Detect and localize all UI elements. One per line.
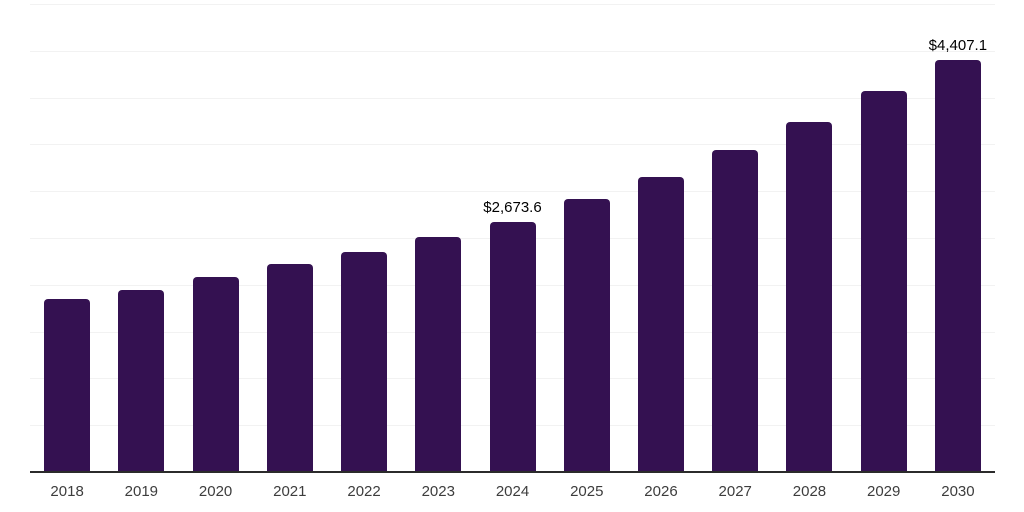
gridline <box>30 4 995 5</box>
x-tick-label-2026: 2026 <box>644 483 678 500</box>
bar-2030 <box>934 59 981 472</box>
data-label-2030: $4,407.1 <box>928 36 988 54</box>
bar-2019 <box>118 290 165 472</box>
x-tick-label-2028: 2028 <box>792 483 827 500</box>
gridline <box>30 144 995 146</box>
bar-2024 <box>489 221 536 472</box>
gridline <box>30 97 995 99</box>
x-tick-label-2022: 2022 <box>347 483 381 500</box>
bar-2018 <box>44 299 91 472</box>
x-tick-label-2030: 2030 <box>941 483 975 500</box>
x-tick-label-2019: 2019 <box>124 483 159 500</box>
x-axis-line <box>30 471 995 473</box>
bar-2023 <box>415 236 462 472</box>
gridline <box>30 191 995 193</box>
x-tick-label-2018: 2018 <box>50 483 84 500</box>
data-label-2024: $2,673.6 <box>483 198 542 216</box>
x-tick-label-2020: 2020 <box>198 483 233 500</box>
bar-2022 <box>341 251 388 472</box>
plot-area: $2,673.6 $4,407.1 <box>30 4 995 472</box>
bar-2026 <box>637 176 684 472</box>
gridline <box>30 50 995 52</box>
x-tick-label-2021: 2021 <box>273 483 307 500</box>
x-tick-label-2029: 2029 <box>867 483 901 500</box>
bar-2025 <box>563 198 610 472</box>
bar-2020 <box>192 277 239 472</box>
bar-2027 <box>712 150 759 472</box>
bar-2028 <box>786 122 833 472</box>
x-tick-label-2024: 2024 <box>495 483 530 500</box>
x-tick-label-2027: 2027 <box>718 483 752 500</box>
x-axis-labels: 2018 2019 2020 2021 2022 2023 2024 2025 2026 2027… <box>30 481 995 503</box>
x-tick-label-2025: 2025 <box>570 483 604 500</box>
x-tick-label-2023: 2023 <box>421 483 455 500</box>
bar-2021 <box>266 264 313 472</box>
bar-2029 <box>860 90 907 472</box>
